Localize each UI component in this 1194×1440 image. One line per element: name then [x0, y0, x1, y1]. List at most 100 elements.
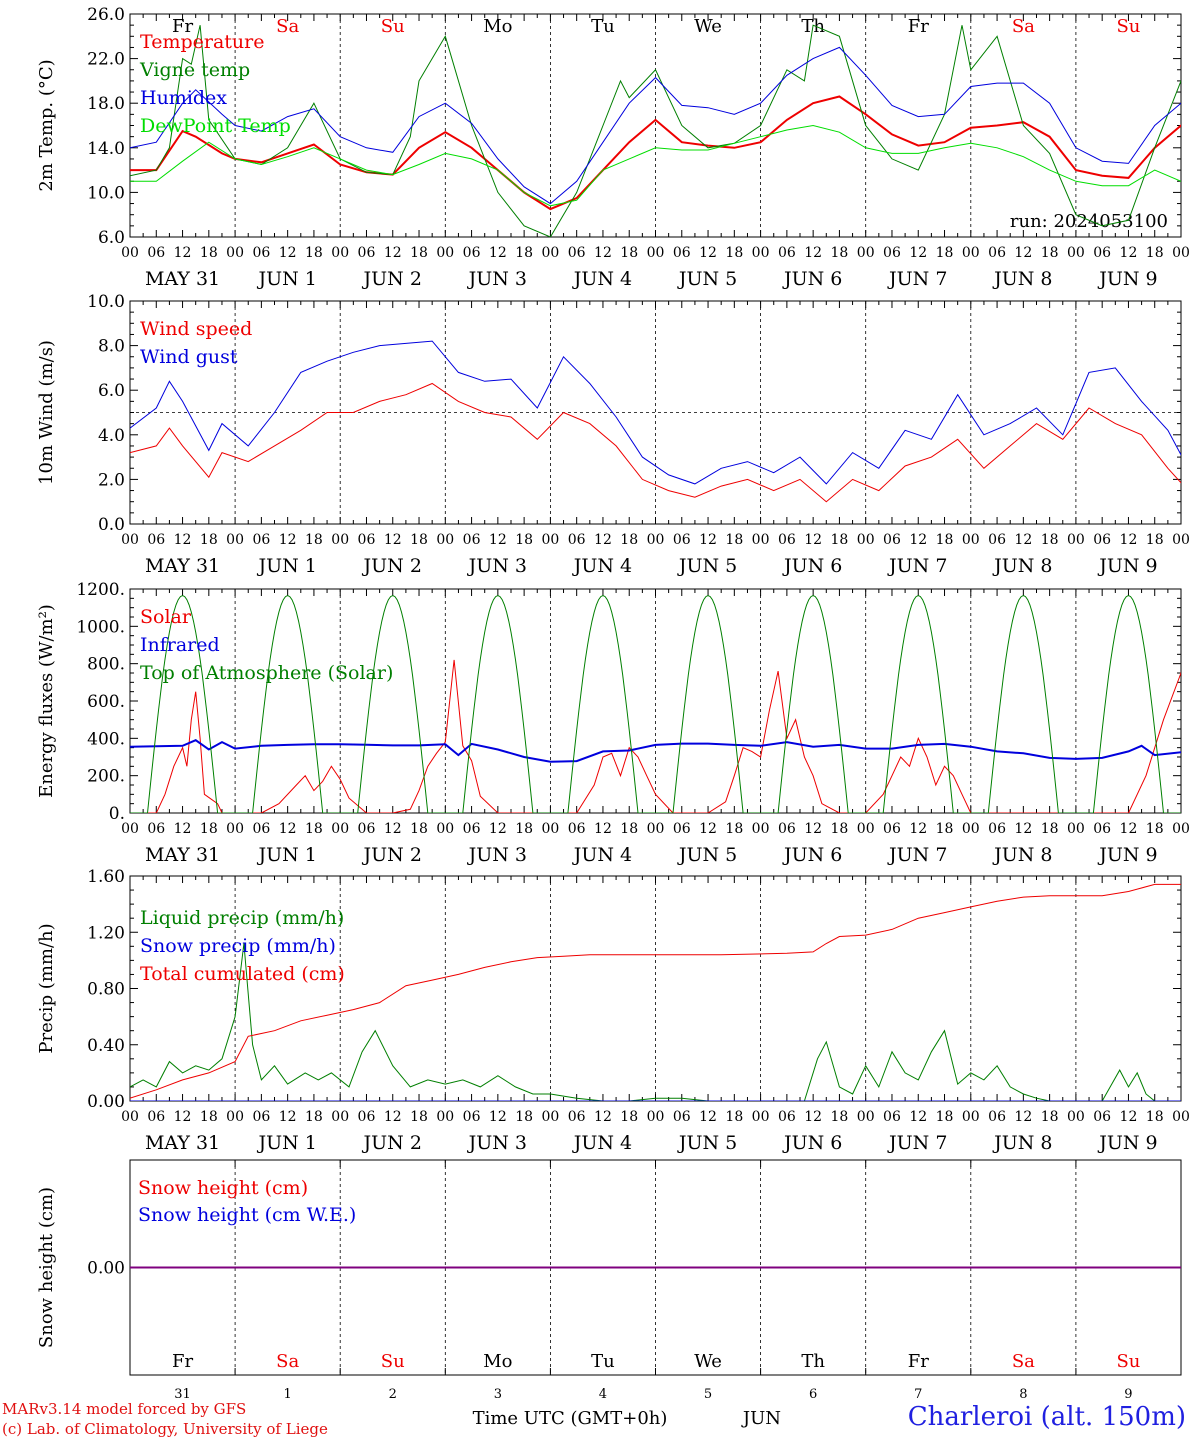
legend-entry: Humidex [140, 87, 227, 109]
hour-tick-label: 12 [804, 1109, 822, 1125]
hour-tick-label: 00 [436, 245, 454, 261]
hour-tick-label: 12 [489, 532, 507, 548]
date-label: JUN 1 [256, 1132, 316, 1154]
legend-entry: Total cumulated (cm) [140, 963, 345, 985]
hour-tick-label: 06 [147, 1109, 165, 1125]
hour-tick-label: 00 [121, 821, 139, 837]
hour-tick-label: 06 [988, 245, 1006, 261]
hour-tick-label: 00 [752, 1109, 770, 1125]
day-name: Sa [1012, 1351, 1035, 1372]
date-label: JUN 7 [887, 268, 947, 290]
hour-tick-label: 12 [1120, 245, 1138, 261]
hour-tick-label: 12 [909, 245, 927, 261]
date-label: JUN 4 [572, 555, 632, 577]
day-name: Mo [483, 16, 512, 37]
hour-tick-label: 18 [200, 821, 218, 837]
day-name: Fr [172, 1351, 193, 1372]
hour-tick-label: 18 [200, 532, 218, 548]
hour-tick-label: 18 [305, 1109, 323, 1125]
y-tick-label: 2.0 [98, 470, 125, 490]
date-label: JUN 8 [992, 268, 1052, 290]
hour-tick-label: 06 [778, 1109, 796, 1125]
hour-tick-label: 18 [515, 532, 533, 548]
day-number: 3 [494, 1387, 502, 1402]
hour-tick-label: 12 [384, 532, 402, 548]
hour-tick-label: 00 [541, 821, 559, 837]
hour-tick-label: 18 [1041, 532, 1059, 548]
hour-tick-label: 00 [1067, 245, 1085, 261]
day-number: 1 [284, 1387, 292, 1402]
hour-tick-label: 06 [988, 1109, 1006, 1125]
date-label: MAY 31 [145, 1132, 220, 1154]
hour-tick-label: 06 [358, 532, 376, 548]
hour-tick-label: 18 [515, 1109, 533, 1125]
day-name: Sa [1012, 16, 1035, 37]
series-line-wind-speed [130, 382, 1181, 503]
series-line-solar [130, 659, 1181, 813]
month-label: JUN [741, 1408, 781, 1429]
hour-tick-label: 12 [804, 532, 822, 548]
hour-tick-label: 00 [331, 245, 349, 261]
hour-tick-label: 18 [831, 532, 849, 548]
y-tick-label: 26.0 [87, 5, 125, 25]
day-number: 7 [914, 1387, 922, 1402]
y-tick-label: 10.0 [87, 183, 125, 203]
date-label: JUN 5 [677, 1132, 737, 1154]
hour-tick-label: 18 [936, 1109, 954, 1125]
date-label: MAY 31 [145, 844, 220, 866]
date-label: MAY 31 [145, 555, 220, 577]
legend-entry: Temperature [140, 31, 264, 53]
hour-tick-label: 00 [436, 532, 454, 548]
day-name: Su [1116, 16, 1140, 37]
series-line-liquid-precip-mm-h [130, 943, 1181, 1101]
hour-tick-label: 18 [1041, 1109, 1059, 1125]
hour-tick-label: 00 [121, 532, 139, 548]
date-label: JUN 9 [1097, 555, 1157, 577]
date-label: JUN 4 [572, 1132, 632, 1154]
hour-tick-label: 06 [883, 821, 901, 837]
y-tick-label: 0.40 [87, 1036, 125, 1056]
hour-tick-label: 06 [883, 532, 901, 548]
hour-tick-label: 12 [594, 821, 612, 837]
hour-tick-label: 12 [1120, 532, 1138, 548]
hour-tick-label: 00 [962, 532, 980, 548]
hour-tick-label: 06 [778, 532, 796, 548]
hour-tick-label: 00 [1067, 1109, 1085, 1125]
day-name: Fr [908, 16, 929, 37]
y-axis-label: Snow height (cm) [36, 1187, 57, 1348]
hour-tick-label: 12 [279, 245, 297, 261]
legend-entry: Snow precip (mm/h) [140, 935, 336, 957]
date-label: JUN 3 [467, 844, 527, 866]
legend-entry: Wind gust [140, 346, 238, 368]
series-line-wind-gust [130, 340, 1181, 485]
date-label: JUN 6 [782, 1132, 842, 1154]
hour-tick-label: 06 [1093, 1109, 1111, 1125]
hour-tick-label: 12 [279, 821, 297, 837]
hour-tick-label: 00 [226, 821, 244, 837]
station-name: Charleroi (alt. 150m) [907, 1402, 1186, 1432]
run-label: run: 2024053100 [1010, 211, 1168, 232]
hour-tick-label: 00 [1067, 532, 1085, 548]
hour-tick-label: 06 [988, 532, 1006, 548]
hour-tick-label: 00 [226, 1109, 244, 1125]
hour-tick-label: 18 [410, 245, 428, 261]
day-name: We [694, 16, 722, 37]
y-axis-label: Energy fluxes (W/m²) [36, 604, 57, 798]
hour-tick-label: 00 [1172, 245, 1190, 261]
date-label: JUN 7 [887, 1132, 947, 1154]
hour-tick-label: 06 [673, 821, 691, 837]
hour-tick-label: 12 [279, 532, 297, 548]
hour-tick-label: 18 [1146, 245, 1164, 261]
hour-tick-label: 00 [331, 821, 349, 837]
date-label: JUN 6 [782, 844, 842, 866]
date-label: JUN 3 [467, 555, 527, 577]
y-tick-label: 800. [87, 655, 125, 675]
hour-tick-label: 12 [909, 1109, 927, 1125]
date-label: JUN 8 [992, 844, 1052, 866]
hour-tick-label: 18 [831, 245, 849, 261]
hour-tick-label: 06 [463, 821, 481, 837]
hour-tick-label: 06 [778, 821, 796, 837]
hour-tick-label: 18 [200, 1109, 218, 1125]
hour-tick-label: 06 [1093, 532, 1111, 548]
date-label: JUN 1 [256, 555, 316, 577]
